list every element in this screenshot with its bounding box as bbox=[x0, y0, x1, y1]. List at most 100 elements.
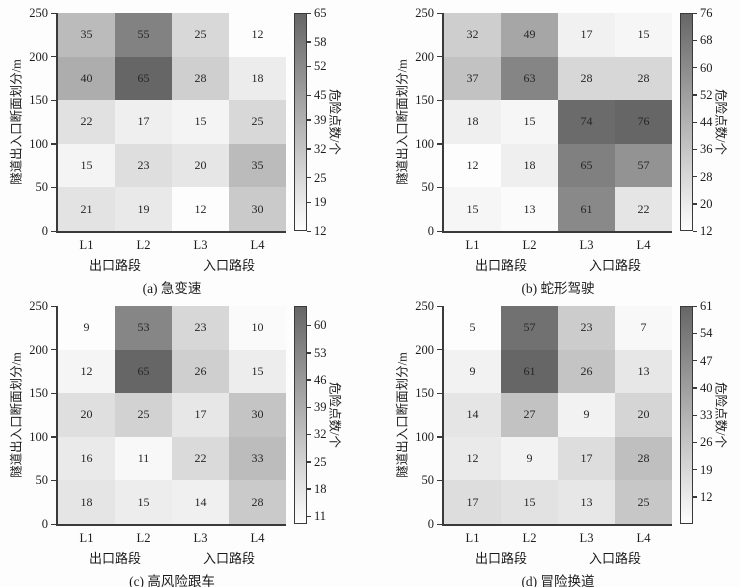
colorbar-tick-mark bbox=[693, 121, 697, 123]
heatmap-cell: 15 bbox=[115, 480, 172, 524]
colorbar-tick-mark bbox=[693, 230, 697, 232]
heatmap: 32 49 17 15 37 63 28 28 18 15 74 76 12 18 65 57 15 13 61 22 bbox=[444, 13, 672, 231]
y-tick-mark bbox=[51, 349, 56, 351]
heatmap-cell: 18 bbox=[229, 56, 286, 101]
colorbar-tick-mark bbox=[693, 176, 697, 178]
y-tick-mark bbox=[51, 230, 56, 232]
colorbar-tick-mark bbox=[307, 12, 311, 14]
heatmap-cell: 20 bbox=[172, 143, 229, 188]
heatmap-cell: 14 bbox=[172, 480, 229, 524]
y-tick-mark bbox=[437, 186, 442, 189]
colorbar-tick-mark bbox=[307, 379, 311, 381]
heatmap-cell: 20 bbox=[58, 393, 115, 437]
y-tick-label: 200 bbox=[29, 342, 48, 357]
x-tick-label: L4 bbox=[250, 531, 265, 545]
colorbar-tick-label: 58 bbox=[314, 34, 327, 49]
y-tick-label: 0 bbox=[427, 517, 434, 531]
x-tick-label: L2 bbox=[136, 531, 151, 545]
y-tick-label: 50 bbox=[35, 473, 49, 488]
heatmap-cell: 22 bbox=[172, 436, 229, 481]
y-tick-label: 150 bbox=[29, 93, 48, 108]
x-axis-spine bbox=[442, 524, 672, 526]
heatmap-cell: 61 bbox=[558, 187, 615, 231]
y-tick-label: 0 bbox=[41, 517, 48, 531]
colorbar-tick-mark bbox=[693, 148, 697, 151]
colorbar-tick-mark bbox=[693, 12, 697, 14]
heatmap-cell: 40 bbox=[58, 56, 115, 101]
colorbar-tick-mark bbox=[307, 433, 311, 436]
colorbar-tick-mark bbox=[693, 94, 697, 96]
heatmap-cell: 27 bbox=[501, 393, 558, 437]
heatmap-cell: 55 bbox=[115, 13, 172, 57]
subplot-b: 隧道出入口断面划分/m 250 200 150 100 50 0 32 49 17 15 37 63 28… bbox=[370, 0, 740, 296]
colorbar bbox=[680, 13, 693, 231]
y-tick-mark bbox=[51, 99, 56, 101]
y-tick-label: 250 bbox=[29, 6, 48, 20]
heatmap-cell: 15 bbox=[444, 187, 501, 231]
heatmap-cell: 23 bbox=[172, 306, 229, 350]
y-tick-label: 50 bbox=[35, 180, 49, 195]
heatmap-cell: 17 bbox=[444, 480, 501, 524]
y-tick-mark bbox=[51, 56, 56, 58]
heatmap-cell: 26 bbox=[172, 349, 229, 394]
colorbar-tick-label: 19 bbox=[314, 195, 327, 210]
colorbar bbox=[294, 13, 307, 231]
heatmap-cell: 35 bbox=[58, 13, 115, 57]
colorbar-tick-label: 40 bbox=[700, 380, 713, 395]
colorbar-tick-label: 46 bbox=[314, 372, 327, 387]
heatmap-cell: 30 bbox=[229, 393, 286, 437]
x-tick-label: L1 bbox=[465, 531, 480, 545]
y-tick-mark bbox=[437, 12, 442, 14]
heatmap-cell: 33 bbox=[229, 436, 286, 481]
colorbar-tick-mark bbox=[307, 119, 311, 121]
heatmap-cell: 18 bbox=[444, 100, 501, 144]
y-tick-label: 150 bbox=[415, 93, 434, 108]
heatmap-cell: 32 bbox=[444, 13, 501, 57]
x-tick-label: L3 bbox=[193, 238, 208, 252]
colorbar-tick-label: 12 bbox=[700, 489, 713, 504]
heatmap-cell: 9 bbox=[444, 349, 501, 394]
x-tick-label: L4 bbox=[636, 238, 651, 252]
colorbar-tick-mark bbox=[693, 469, 697, 471]
y-tick-label: 100 bbox=[415, 136, 434, 151]
y-tick-mark bbox=[437, 349, 442, 351]
colorbar-tick-label: 76 bbox=[700, 6, 713, 20]
colorbar-tick-mark bbox=[307, 94, 311, 97]
colorbar-tick-label: 12 bbox=[314, 224, 327, 238]
subplot-d: 隧道出入口断面划分/m 250 200 150 100 50 0 5 57 23 7 9 61 26 13 1… bbox=[370, 293, 740, 587]
x-tick-label: L1 bbox=[79, 531, 94, 545]
heatmap-cell: 15 bbox=[501, 100, 558, 144]
heatmap-cell: 12 bbox=[229, 13, 286, 57]
heatmap-cell: 18 bbox=[58, 480, 115, 524]
heatmap-cell: 17 bbox=[172, 393, 229, 437]
heatmap-cell: 5 bbox=[444, 306, 501, 350]
y-tick-mark bbox=[51, 186, 56, 189]
subplot-caption: (d) 冒险换道 bbox=[521, 574, 595, 587]
colorbar-tick-mark bbox=[307, 201, 311, 203]
y-axis-spine bbox=[442, 306, 444, 526]
y-tick-mark bbox=[437, 392, 442, 394]
colorbar-tick-label: 39 bbox=[314, 400, 327, 415]
colorbar-tick-label: 28 bbox=[700, 169, 713, 184]
colorbar-tick-label: 60 bbox=[314, 318, 327, 333]
heatmap-cell: 10 bbox=[229, 306, 286, 350]
colorbar-tick-mark bbox=[307, 230, 311, 232]
x-group-label-entrance: 入口路段 bbox=[202, 258, 256, 273]
colorbar-tick-label: 54 bbox=[700, 326, 713, 341]
x-tick-label: L2 bbox=[136, 238, 151, 252]
heatmap-cell: 11 bbox=[115, 436, 172, 481]
y-tick-label: 250 bbox=[415, 6, 434, 20]
colorbar-label: 危险点数/个 bbox=[327, 382, 342, 448]
colorbar-tick-label: 65 bbox=[314, 6, 327, 20]
y-tick-label: 150 bbox=[415, 386, 434, 401]
y-tick-label: 250 bbox=[29, 299, 48, 313]
x-tick-label: L2 bbox=[522, 238, 537, 252]
heatmap-cell: 15 bbox=[172, 100, 229, 144]
x-axis-spine bbox=[56, 524, 286, 526]
x-group-label-exit: 出口路段 bbox=[474, 258, 528, 273]
heatmap-cell: 65 bbox=[558, 143, 615, 188]
heatmap-cell: 65 bbox=[115, 56, 172, 101]
colorbar-tick-label: 25 bbox=[314, 170, 327, 185]
colorbar-label: 危险点数/个 bbox=[713, 382, 728, 448]
